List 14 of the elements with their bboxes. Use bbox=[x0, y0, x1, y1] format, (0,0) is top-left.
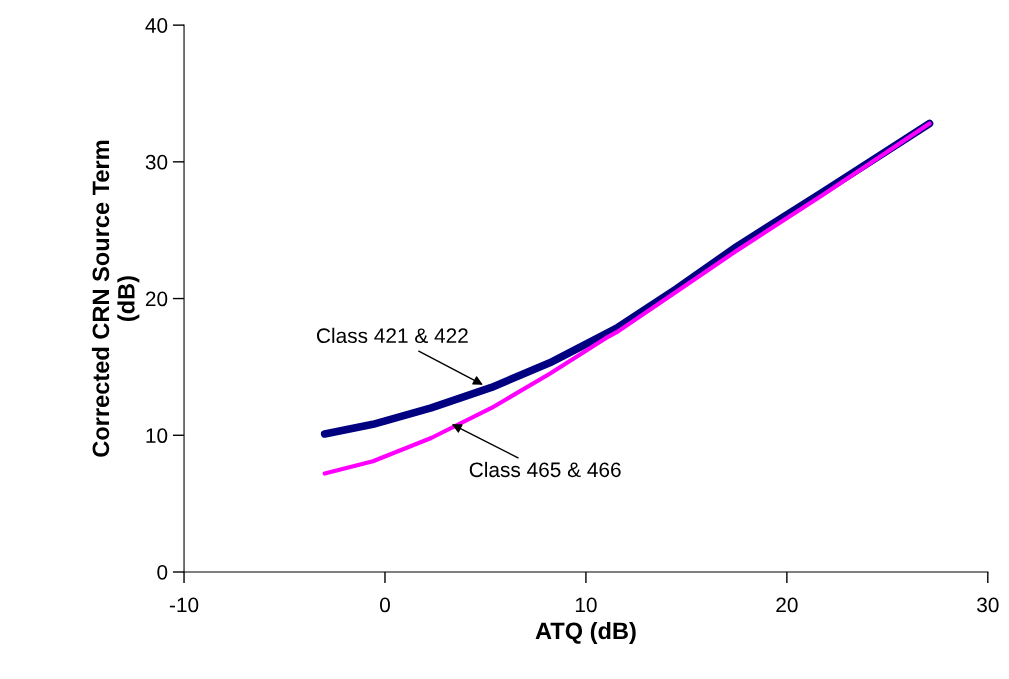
x-tick-label: 20 bbox=[776, 597, 798, 613]
y-tick-label: 0 bbox=[157, 564, 168, 580]
y-axis-title: Corrected CRN Source Term (dB) bbox=[91, 140, 140, 457]
x-tick-label: 0 bbox=[380, 597, 390, 613]
x-axis-title: ATQ (dB) bbox=[535, 621, 636, 644]
annotation: Class 465 & 466 bbox=[469, 461, 621, 478]
y-tick-label: 20 bbox=[145, 291, 168, 307]
y-tick-label: 40 bbox=[145, 18, 168, 33]
x-tick-label: 10 bbox=[575, 597, 597, 613]
y-tick-label: 30 bbox=[145, 154, 168, 170]
y-tick-label: 10 bbox=[146, 428, 168, 444]
x-tick-label: 30 bbox=[977, 597, 999, 613]
x-tick-label: -10 bbox=[169, 597, 199, 613]
annotation: Class 421 & 422 bbox=[316, 327, 468, 344]
